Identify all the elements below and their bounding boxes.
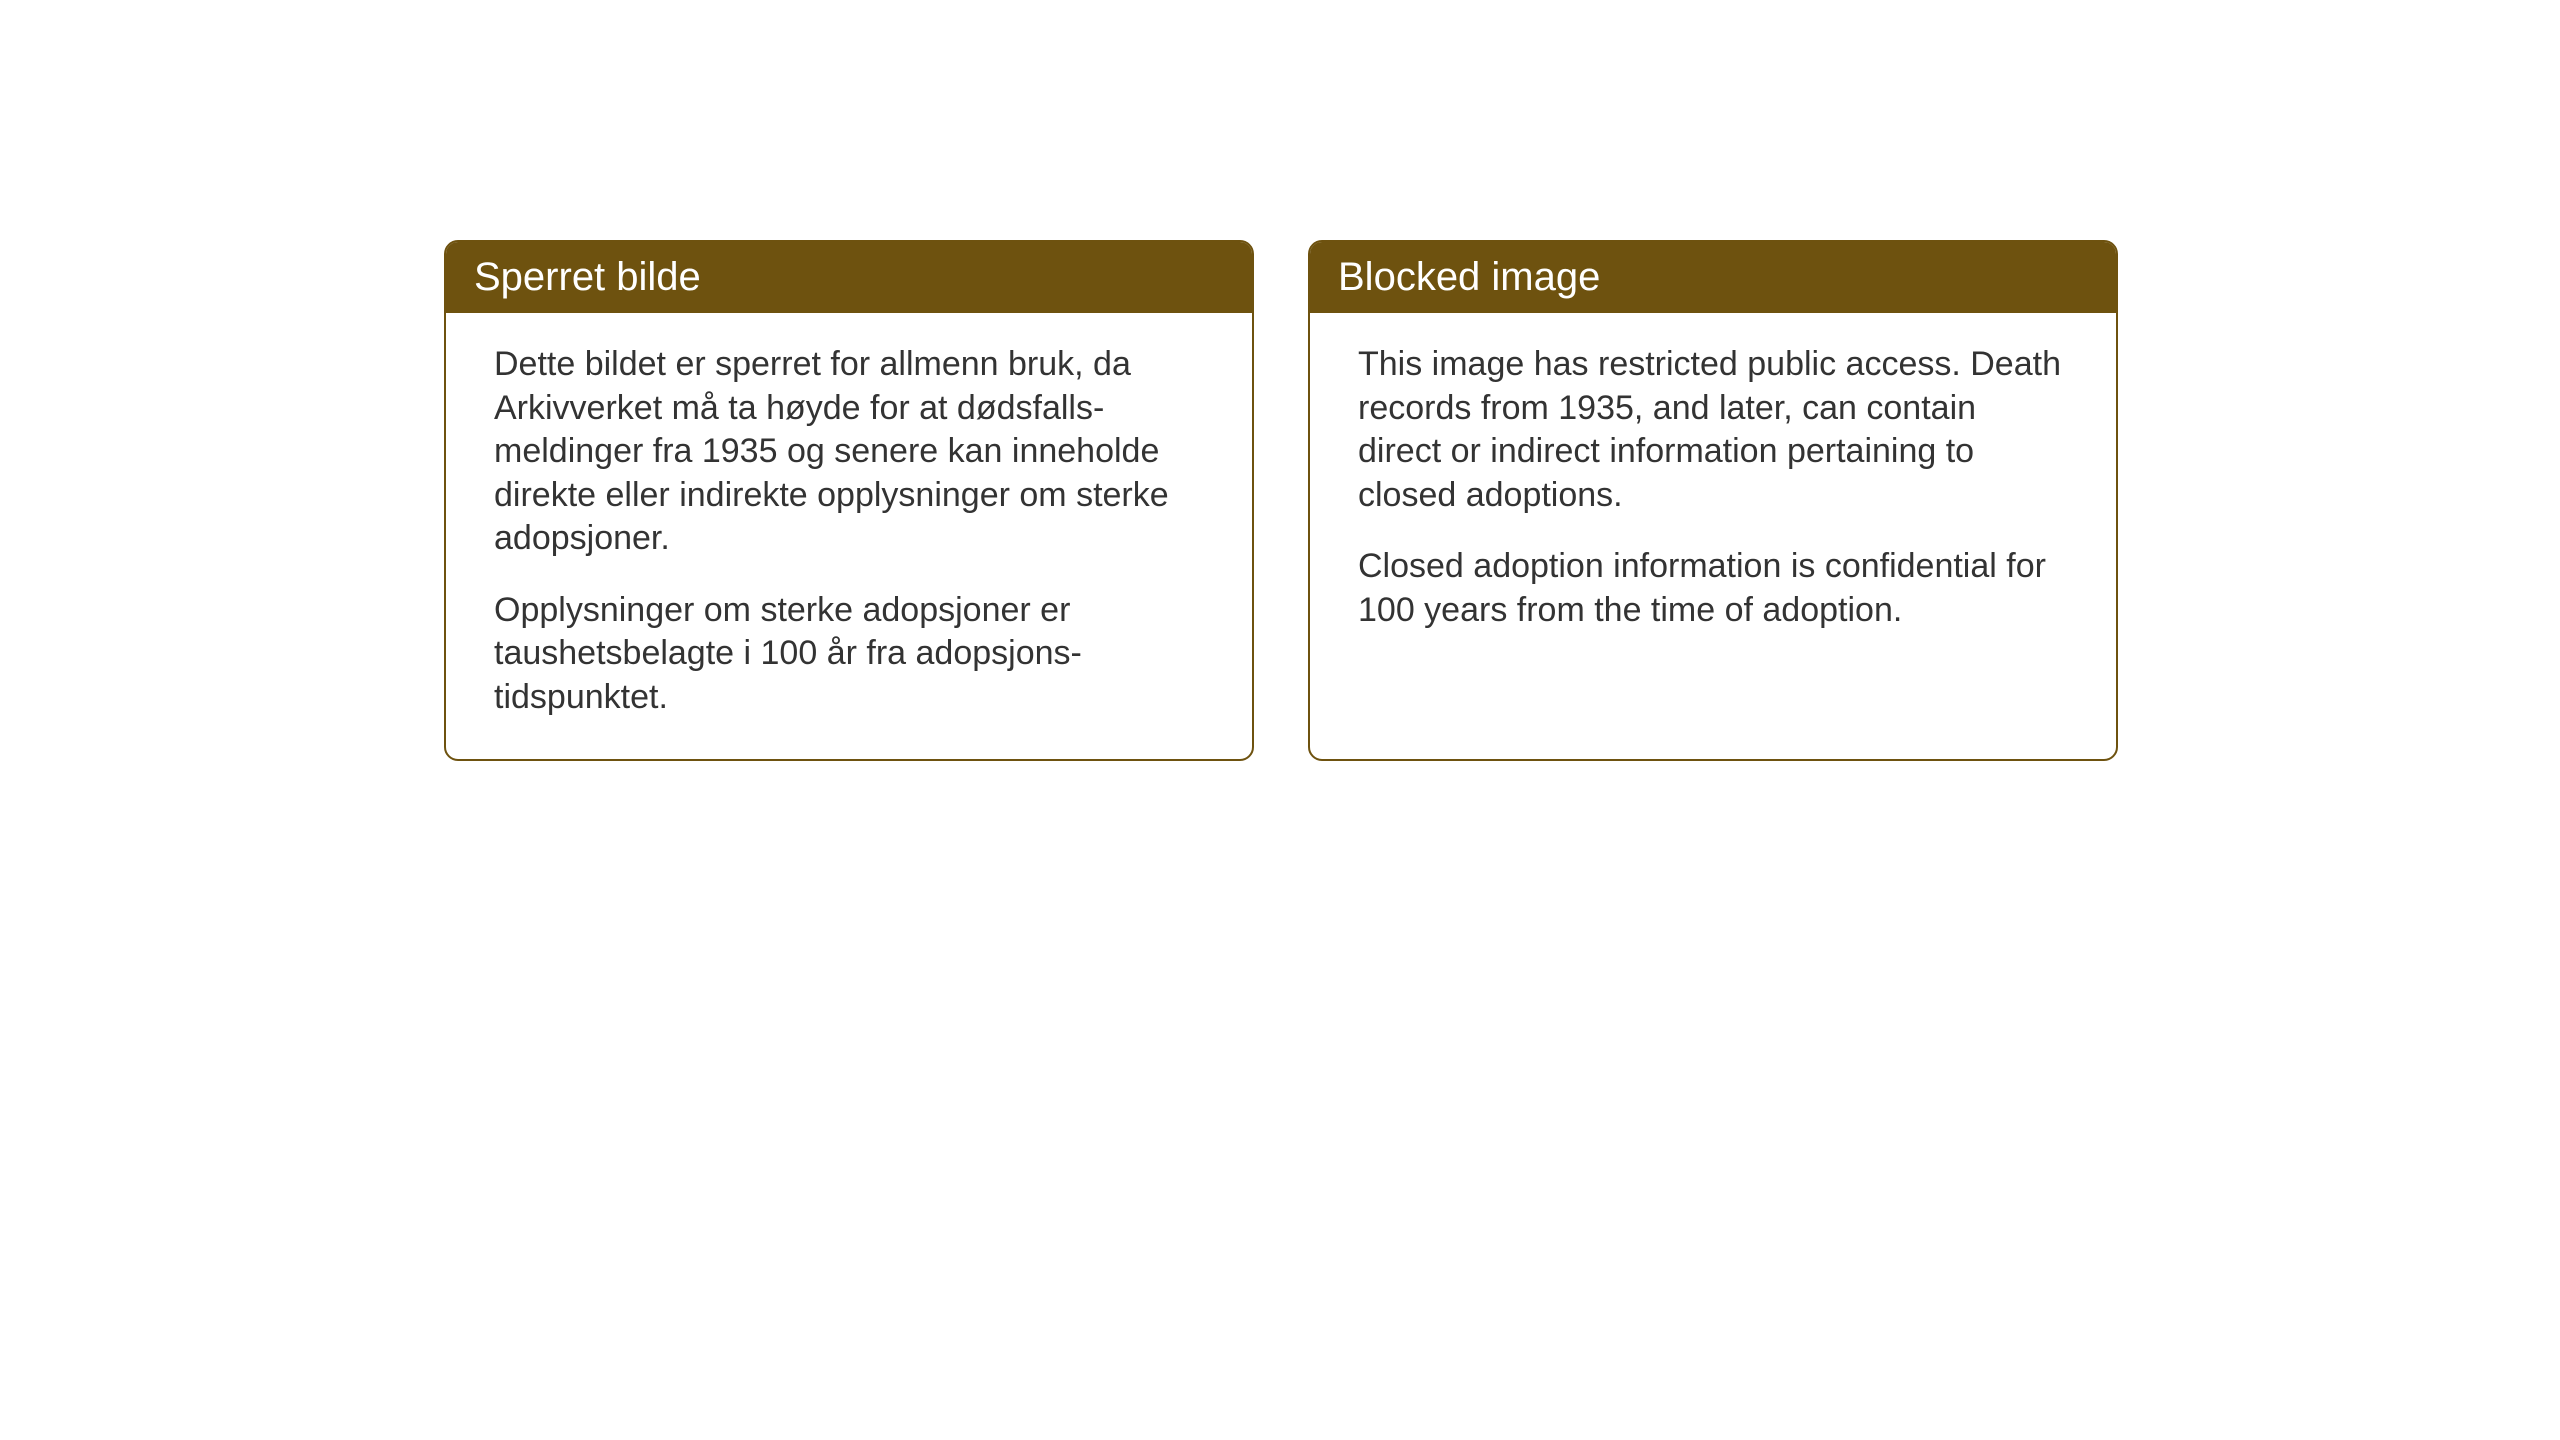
norwegian-card-body: Dette bildet er sperret for allmenn bruk…	[446, 313, 1252, 759]
norwegian-paragraph-2: Opplysninger om sterke adopsjoner er tau…	[494, 589, 1204, 720]
norwegian-paragraph-1: Dette bildet er sperret for allmenn bruk…	[494, 343, 1204, 561]
notice-container: Sperret bilde Dette bildet er sperret fo…	[444, 240, 2118, 761]
english-card-body: This image has restricted public access.…	[1310, 313, 2116, 672]
english-paragraph-2: Closed adoption information is confident…	[1358, 545, 2068, 632]
norwegian-notice-card: Sperret bilde Dette bildet er sperret fo…	[444, 240, 1254, 761]
english-paragraph-1: This image has restricted public access.…	[1358, 343, 2068, 517]
english-notice-card: Blocked image This image has restricted …	[1308, 240, 2118, 761]
english-card-title: Blocked image	[1310, 242, 2116, 313]
norwegian-card-title: Sperret bilde	[446, 242, 1252, 313]
